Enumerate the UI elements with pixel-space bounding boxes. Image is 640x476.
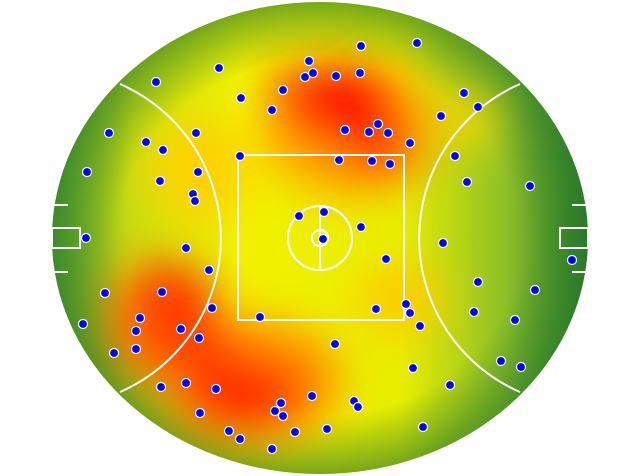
point	[411, 37, 423, 49]
point	[303, 55, 315, 67]
point	[269, 405, 281, 417]
point	[404, 137, 416, 149]
point	[203, 264, 215, 276]
point	[266, 104, 278, 116]
point	[299, 71, 311, 83]
point	[234, 433, 246, 445]
point	[435, 110, 447, 122]
point	[363, 126, 375, 138]
point	[103, 127, 115, 139]
point	[194, 407, 206, 419]
point	[306, 390, 318, 402]
point	[458, 87, 470, 99]
point	[495, 355, 507, 367]
point	[157, 144, 169, 156]
point	[140, 136, 152, 148]
point	[223, 425, 235, 437]
point	[180, 377, 192, 389]
point	[417, 421, 429, 433]
point	[372, 118, 384, 130]
point	[277, 84, 289, 96]
point	[529, 284, 541, 296]
point	[254, 311, 266, 323]
point	[329, 338, 341, 350]
point	[380, 253, 392, 265]
point	[468, 306, 480, 318]
point	[150, 76, 162, 88]
point	[175, 323, 187, 335]
point	[317, 233, 329, 245]
point	[352, 401, 364, 413]
point	[180, 242, 192, 254]
point	[80, 232, 92, 244]
point	[437, 237, 449, 249]
point	[515, 361, 527, 373]
point	[461, 176, 473, 188]
point	[130, 325, 142, 337]
point	[449, 150, 461, 162]
point	[414, 320, 426, 332]
point	[404, 307, 416, 319]
point	[155, 381, 167, 393]
point	[307, 67, 319, 79]
point	[566, 254, 578, 266]
point	[355, 221, 367, 233]
point	[275, 397, 287, 409]
point	[321, 423, 333, 435]
point	[266, 443, 278, 455]
point	[235, 92, 247, 104]
point	[206, 302, 218, 314]
point	[400, 298, 412, 310]
point	[77, 318, 89, 330]
point	[210, 383, 222, 395]
point	[366, 155, 378, 167]
point	[81, 166, 93, 178]
point	[509, 314, 521, 326]
point	[370, 303, 382, 315]
point	[193, 332, 205, 344]
point	[192, 166, 204, 178]
point	[234, 150, 246, 162]
point	[524, 180, 536, 192]
point	[134, 312, 146, 324]
point	[354, 67, 366, 79]
point	[130, 343, 142, 355]
point	[472, 101, 484, 113]
point	[318, 206, 330, 218]
point	[189, 195, 201, 207]
point	[190, 127, 202, 139]
points	[77, 37, 578, 455]
point	[407, 362, 419, 374]
point	[444, 379, 456, 391]
point	[99, 287, 111, 299]
point	[289, 426, 301, 438]
point	[384, 158, 396, 170]
point	[277, 410, 289, 422]
point	[293, 210, 305, 222]
point	[333, 154, 345, 166]
point	[108, 347, 120, 359]
point	[156, 286, 168, 298]
point	[213, 62, 225, 74]
point	[330, 70, 342, 82]
point	[355, 40, 367, 52]
point	[472, 276, 484, 288]
point	[382, 127, 394, 139]
point	[154, 175, 166, 187]
point	[339, 124, 351, 136]
